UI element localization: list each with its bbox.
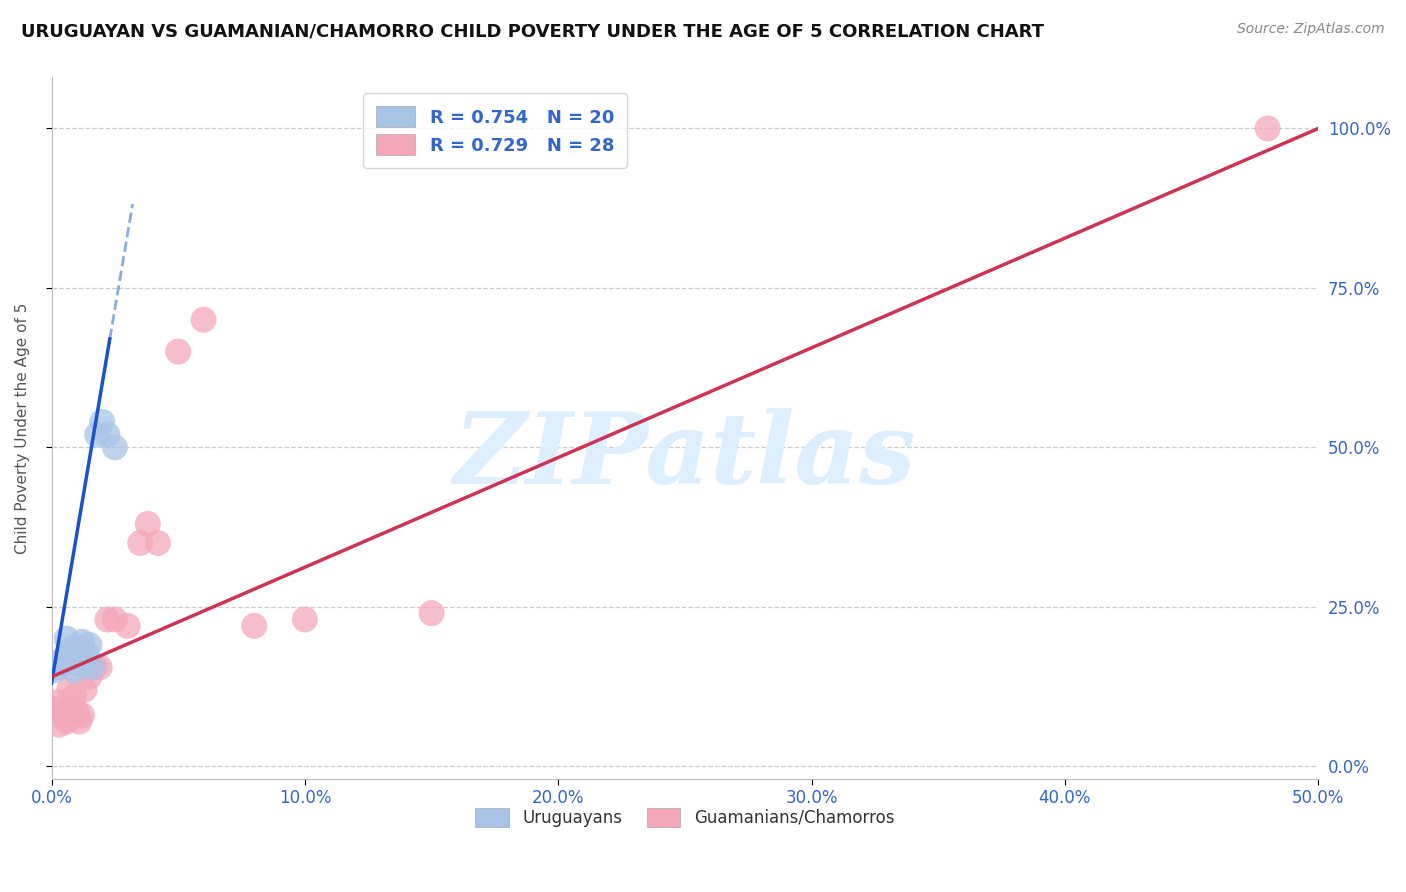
Point (63, 689, 86, 703)
Point (55, 714, 77, 729)
Point (45, 657, 67, 672)
Point (80, 660, 103, 674)
Point (420, 606, 443, 620)
Point (167, 344, 190, 359)
Point (53, 708, 76, 723)
Point (294, 612, 316, 626)
Point (117, 619, 139, 633)
Point (146, 536, 169, 550)
Y-axis label: Child Poverty Under the Age of 5: Child Poverty Under the Age of 5 (15, 302, 30, 554)
Point (67, 714, 90, 729)
Point (55, 632, 77, 646)
Point (104, 440, 127, 454)
Point (91, 415, 114, 429)
Point (96, 612, 118, 626)
Point (73, 682, 96, 697)
Point (76, 648, 98, 662)
Point (104, 612, 127, 626)
Point (83, 660, 105, 674)
Point (193, 312, 215, 326)
Point (70, 635, 93, 649)
Point (53, 650, 76, 665)
Point (51, 705, 73, 719)
Point (48, 717, 70, 731)
Point (96, 427, 118, 442)
Point (66, 705, 89, 719)
Point (129, 536, 152, 550)
Text: Source: ZipAtlas.com: Source: ZipAtlas.com (1237, 22, 1385, 37)
Point (51, 654, 73, 668)
Point (73, 657, 96, 672)
Point (66, 657, 89, 672)
Point (58, 648, 80, 662)
Point (58, 682, 80, 697)
Point (48, 660, 70, 674)
Point (243, 619, 266, 633)
Point (136, 516, 159, 531)
Point (79, 638, 101, 652)
Text: URUGUAYAN VS GUAMANIAN/CHAMORRO CHILD POVERTY UNDER THE AGE OF 5 CORRELATION CHA: URUGUAYAN VS GUAMANIAN/CHAMORRO CHILD PO… (21, 22, 1045, 40)
Point (70, 708, 93, 723)
Point (42, 664, 65, 678)
Point (42, 702, 65, 716)
Point (1257, 121, 1279, 136)
Point (45, 695, 67, 709)
Legend: Uruguayans, Guamanians/Chamorros: Uruguayans, Guamanians/Chamorros (468, 801, 901, 834)
Point (86, 427, 108, 442)
Point (89, 660, 111, 674)
Point (79, 670, 101, 684)
Point (67, 641, 90, 656)
Text: ZIPatlas: ZIPatlas (454, 408, 917, 505)
Point (63, 664, 86, 678)
Point (60, 641, 83, 656)
Point (60, 702, 83, 716)
